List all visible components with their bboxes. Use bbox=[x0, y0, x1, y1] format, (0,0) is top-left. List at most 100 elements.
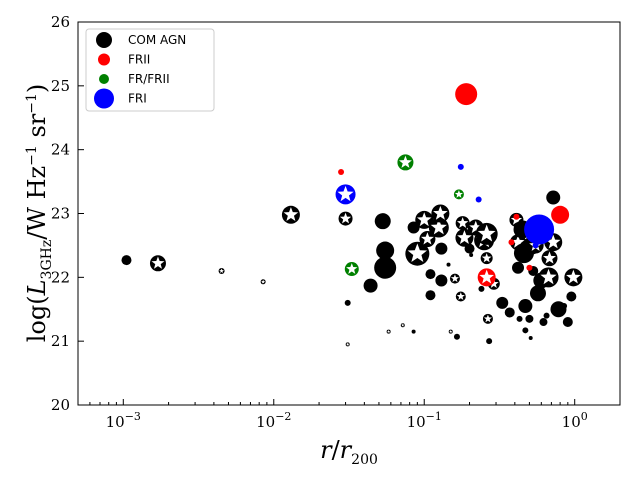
data-point bbox=[513, 213, 520, 220]
star-marker bbox=[219, 268, 225, 274]
data-point bbox=[525, 314, 534, 323]
data-point bbox=[546, 190, 561, 205]
star-marker bbox=[454, 190, 463, 198]
data-point bbox=[524, 214, 555, 245]
star-marker bbox=[449, 329, 453, 333]
data-point bbox=[518, 299, 533, 314]
data-point bbox=[478, 285, 485, 292]
star-marker bbox=[398, 155, 412, 168]
star-marker bbox=[433, 205, 448, 220]
y-tick-label: 21 bbox=[51, 332, 70, 350]
star-marker bbox=[420, 232, 434, 245]
legend-label: FR/FRII bbox=[128, 72, 170, 86]
legend-marker bbox=[94, 88, 114, 109]
star-marker bbox=[469, 220, 483, 234]
svg-text:log(L3GHz/W Hz−1 sr−1): log(L3GHz/W Hz−1 sr−1) bbox=[23, 84, 55, 343]
data-point bbox=[376, 241, 395, 260]
data-point bbox=[425, 290, 436, 301]
star-marker bbox=[346, 342, 350, 346]
data-point bbox=[532, 242, 539, 249]
data-point bbox=[374, 256, 397, 279]
data-point bbox=[526, 264, 533, 271]
star-marker bbox=[457, 230, 472, 244]
star-marker bbox=[481, 253, 492, 263]
data-point bbox=[338, 169, 345, 176]
y-axis-label: log(L3GHz/W Hz−1 sr−1) bbox=[23, 84, 55, 343]
data-point bbox=[121, 255, 132, 266]
star-marker bbox=[339, 212, 352, 224]
star-marker bbox=[477, 224, 496, 242]
legend: COM AGN FRII FR/FRII FRI bbox=[85, 28, 215, 112]
data-point bbox=[522, 327, 529, 334]
legend-marker bbox=[98, 53, 110, 66]
data-point bbox=[374, 213, 391, 230]
y-tick-label: 25 bbox=[51, 77, 70, 95]
data-point bbox=[512, 261, 525, 274]
star-marker bbox=[346, 263, 358, 274]
y-tick-label: 23 bbox=[51, 205, 70, 223]
data-point bbox=[457, 163, 464, 170]
data-point bbox=[504, 307, 515, 318]
data-point bbox=[344, 299, 351, 306]
legend-label: FRI bbox=[128, 92, 147, 106]
y-tick-label: 20 bbox=[51, 396, 70, 414]
star-marker bbox=[430, 219, 447, 235]
data-point bbox=[539, 318, 548, 327]
y-tick-label: 24 bbox=[51, 141, 70, 159]
data-point bbox=[543, 312, 550, 319]
legend-marker bbox=[96, 32, 112, 48]
series-frii bbox=[338, 83, 570, 287]
legend-label: COM AGN bbox=[128, 33, 186, 47]
star-marker bbox=[545, 234, 561, 249]
x-tick-label: 10−1 bbox=[407, 410, 442, 431]
data-point bbox=[446, 262, 451, 267]
star-marker bbox=[566, 269, 581, 284]
star-marker bbox=[456, 292, 465, 300]
data-point bbox=[411, 329, 416, 334]
data-point bbox=[453, 333, 460, 340]
star-marker bbox=[407, 243, 428, 262]
data-point bbox=[475, 196, 482, 203]
data-point bbox=[529, 285, 546, 302]
star-marker bbox=[450, 274, 459, 283]
star-marker bbox=[401, 323, 405, 327]
data-point bbox=[508, 239, 515, 246]
data-point bbox=[566, 291, 577, 302]
axis-ticks: 10−3 10−2 10−1 100 20 21 22 23 24 25 26 bbox=[51, 13, 621, 431]
data-point bbox=[455, 83, 478, 106]
star-marker bbox=[483, 314, 492, 323]
series-fri bbox=[335, 163, 555, 249]
data-point bbox=[516, 315, 523, 322]
star-marker bbox=[283, 207, 299, 221]
star-marker bbox=[540, 268, 557, 285]
points-layer bbox=[121, 83, 583, 347]
legend-box bbox=[85, 28, 215, 112]
y-tick-label: 22 bbox=[51, 268, 70, 286]
star-marker bbox=[479, 269, 494, 284]
legend-label: FRII bbox=[128, 53, 150, 67]
series-fr-frii bbox=[344, 154, 464, 277]
star-marker bbox=[416, 212, 432, 227]
data-point bbox=[464, 243, 475, 254]
star-marker bbox=[456, 217, 469, 228]
star-marker bbox=[337, 185, 354, 202]
star-marker bbox=[151, 256, 165, 269]
star-marker bbox=[543, 251, 556, 264]
star-marker bbox=[488, 278, 499, 288]
legend-marker bbox=[99, 74, 109, 84]
x-tick-label: 10−3 bbox=[106, 410, 141, 431]
star-marker bbox=[261, 279, 266, 284]
svg-text:r/r200: r/r200 bbox=[320, 436, 378, 468]
star-marker bbox=[511, 235, 525, 248]
x-axis-label: r/r200 bbox=[320, 436, 378, 468]
x-tick-label: 100 bbox=[562, 410, 588, 431]
data-point bbox=[435, 274, 448, 287]
data-point bbox=[435, 242, 448, 255]
data-point bbox=[486, 338, 493, 345]
series-com-agn bbox=[121, 190, 583, 347]
data-point bbox=[528, 335, 533, 340]
x-tick-label: 10−2 bbox=[256, 410, 291, 431]
star-marker bbox=[387, 329, 391, 333]
data-point bbox=[469, 252, 474, 257]
y-tick-label: 26 bbox=[51, 13, 70, 31]
